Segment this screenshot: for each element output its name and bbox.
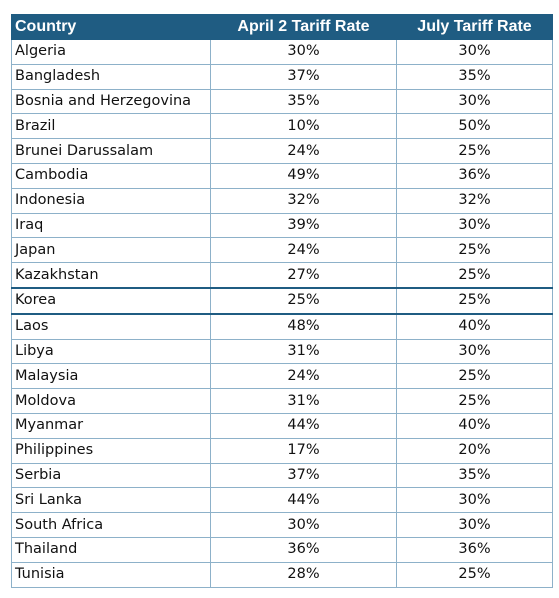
april-rate-cell[interactable]: 31% [210, 388, 397, 414]
table-row: Indonesia 32% 32% [11, 187, 553, 214]
country-cell[interactable]: Libya [11, 338, 211, 365]
april-rate-cell[interactable]: 27% [210, 262, 397, 289]
table-row: Brazil 10% 50% [11, 113, 553, 140]
table-row: Iraq 39% 30% [11, 212, 553, 239]
july-rate-cell[interactable]: 30% [396, 212, 553, 239]
april-rate-cell[interactable]: 37% [210, 462, 397, 489]
table-row: Moldova 31% 25% [11, 388, 553, 414]
july-rate-cell[interactable]: 35% [396, 63, 553, 90]
april-rate-cell[interactable]: 35% [210, 88, 397, 115]
header-row: Country April 2 Tariff Rate July Tariff … [11, 14, 553, 40]
table-body: Algeria 30% 30% Bangladesh 37% 35% Bosnia and … [11, 39, 553, 588]
april-rate-cell[interactable]: 30% [210, 512, 397, 538]
july-rate-cell[interactable]: 36% [396, 536, 553, 563]
april-rate-cell[interactable]: 36% [210, 536, 397, 563]
july-rate-cell[interactable]: 20% [396, 437, 553, 464]
july-rate-cell[interactable]: 40% [396, 412, 553, 439]
country-cell[interactable]: Tunisia [11, 561, 211, 588]
table-row: Serbia 37% 35% [11, 462, 553, 489]
april-rate-cell[interactable]: 24% [210, 237, 397, 264]
april-rate-cell[interactable]: 24% [210, 138, 397, 164]
july-rate-cell[interactable]: 30% [396, 512, 553, 538]
country-cell[interactable]: Brazil [11, 113, 211, 140]
april-rate-cell[interactable]: 49% [210, 162, 397, 189]
july-rate-cell[interactable]: 32% [396, 187, 553, 214]
july-rate-cell[interactable]: 30% [396, 39, 553, 65]
country-cell[interactable]: Bangladesh [11, 63, 211, 90]
country-cell[interactable]: Indonesia [11, 187, 211, 214]
april-rate-cell[interactable]: 24% [210, 363, 397, 390]
july-rate-cell[interactable]: 30% [396, 338, 553, 365]
april-rate-cell[interactable]: 39% [210, 212, 397, 239]
country-cell[interactable]: Kazakhstan [11, 262, 211, 289]
july-rate-cell[interactable]: 25% [396, 561, 553, 588]
table-row: Japan 24% 25% [11, 237, 553, 264]
table-header: Country April 2 Tariff Rate July Tariff … [11, 14, 553, 40]
april-rate-cell[interactable]: 17% [210, 437, 397, 464]
july-rate-cell[interactable]: 25% [396, 286, 553, 315]
country-cell[interactable]: Japan [11, 237, 211, 264]
country-cell[interactable]: Serbia [11, 462, 211, 489]
april-rate-cell[interactable]: 48% [210, 312, 397, 340]
april-rate-cell[interactable]: 10% [210, 113, 397, 140]
table-row: Laos 48% 40% [11, 312, 553, 340]
country-cell[interactable]: Laos [11, 312, 211, 340]
country-cell[interactable]: Cambodia [11, 162, 211, 189]
table-row: Cambodia 49% 36% [11, 162, 553, 189]
table-row: Kazakhstan 27% 25% [11, 262, 553, 289]
table-row: Bangladesh 37% 35% [11, 63, 553, 90]
april-rate-cell[interactable]: 30% [210, 39, 397, 65]
july-rate-cell[interactable]: 35% [396, 462, 553, 489]
table-row: Philippines 17% 20% [11, 437, 553, 464]
country-cell[interactable]: Thailand [11, 536, 211, 563]
july-rate-cell[interactable]: 25% [396, 138, 553, 164]
country-cell[interactable]: Bosnia and Herzegovina [11, 88, 211, 115]
column-header-july-rate[interactable]: July Tariff Rate [396, 14, 553, 40]
tariff-rate-table: Country April 2 Tariff Rate July Tariff … [11, 14, 553, 588]
table-row: Myanmar 44% 40% [11, 412, 553, 439]
table-row: Tunisia 28% 25% [11, 561, 553, 588]
april-rate-cell[interactable]: 37% [210, 63, 397, 90]
july-rate-cell[interactable]: 30% [396, 88, 553, 115]
july-rate-cell[interactable]: 25% [396, 363, 553, 390]
july-rate-cell[interactable]: 25% [396, 237, 553, 264]
july-rate-cell[interactable]: 25% [396, 262, 553, 289]
july-rate-cell[interactable]: 36% [396, 162, 553, 189]
country-cell[interactable]: Philippines [11, 437, 211, 464]
july-rate-cell[interactable]: 25% [396, 388, 553, 414]
july-rate-cell[interactable]: 30% [396, 487, 553, 514]
country-cell[interactable]: Iraq [11, 212, 211, 239]
country-cell[interactable]: Sri Lanka [11, 487, 211, 514]
april-rate-cell[interactable]: 44% [210, 487, 397, 514]
table-row: Korea 25% 25% [11, 286, 553, 315]
column-header-april-rate[interactable]: April 2 Tariff Rate [210, 14, 397, 40]
country-cell[interactable]: Brunei Darussalam [11, 138, 211, 164]
april-rate-cell[interactable]: 25% [210, 286, 397, 315]
country-cell[interactable]: Korea [11, 286, 211, 315]
table-row: Thailand 36% 36% [11, 536, 553, 563]
april-rate-cell[interactable]: 31% [210, 338, 397, 365]
april-rate-cell[interactable]: 32% [210, 187, 397, 214]
april-rate-cell[interactable]: 44% [210, 412, 397, 439]
country-cell[interactable]: Moldova [11, 388, 211, 414]
table-row: Bosnia and Herzegovina 35% 30% [11, 88, 553, 115]
table-row: Algeria 30% 30% [11, 39, 553, 65]
column-header-country[interactable]: Country [11, 14, 211, 40]
table-row: Malaysia 24% 25% [11, 363, 553, 390]
july-rate-cell[interactable]: 40% [396, 312, 553, 340]
country-cell[interactable]: Myanmar [11, 412, 211, 439]
table-row: Brunei Darussalam 24% 25% [11, 138, 553, 164]
country-cell[interactable]: South Africa [11, 512, 211, 538]
country-cell[interactable]: Algeria [11, 39, 211, 65]
april-rate-cell[interactable]: 28% [210, 561, 397, 588]
table-row: Sri Lanka 44% 30% [11, 487, 553, 514]
july-rate-cell[interactable]: 50% [396, 113, 553, 140]
country-cell[interactable]: Malaysia [11, 363, 211, 390]
table-row: South Africa 30% 30% [11, 512, 553, 538]
table-row: Libya 31% 30% [11, 338, 553, 365]
